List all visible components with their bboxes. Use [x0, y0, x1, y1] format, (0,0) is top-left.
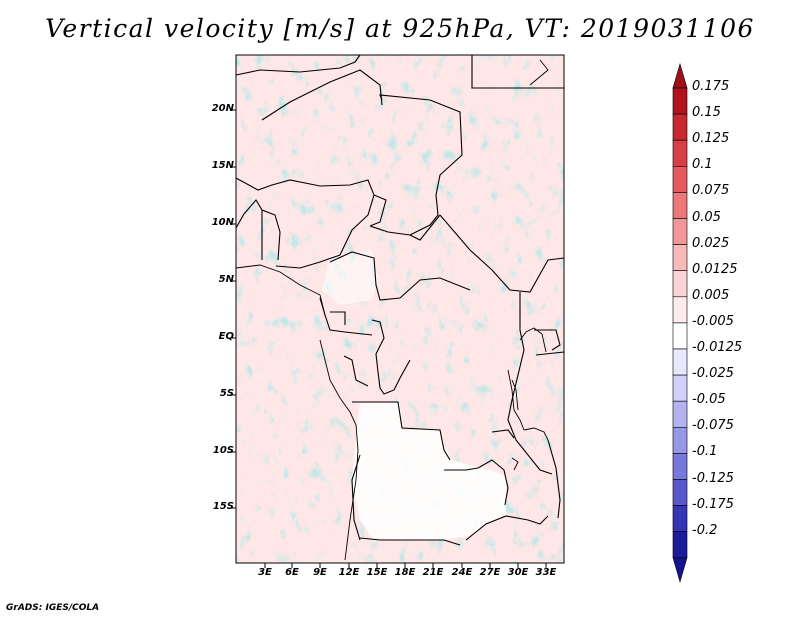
colorbar-swatch — [672, 87, 688, 115]
colorbar-swatch — [672, 374, 688, 402]
colorbar-label: -0.005 — [692, 313, 734, 329]
colorbar-swatch — [672, 192, 688, 219]
colorbar-swatch — [672, 426, 688, 454]
colorbar-swatch — [672, 348, 688, 376]
colorbar-label: -0.025 — [692, 366, 734, 382]
coastline — [235, 59, 549, 561]
lon-label: 6E — [285, 567, 299, 578]
colorbar-swatch — [672, 113, 688, 141]
colorbar-label: 0.005 — [692, 287, 730, 303]
lat-label: 10N — [211, 217, 234, 228]
calm-region-ne — [322, 250, 378, 305]
country-borders — [235, 54, 565, 546]
colorbar-label: 0.175 — [692, 79, 730, 94]
lon-label: 27E — [479, 567, 501, 578]
lon-label: 33E — [535, 567, 557, 578]
colorbar-label: -0.0125 — [692, 340, 743, 355]
colorbar-swatch — [672, 244, 688, 272]
colorbar-label: -0.1 — [692, 444, 718, 460]
colorbar-label: 0.0125 — [692, 261, 738, 277]
colorbar-label: -0.2 — [692, 522, 718, 538]
colorbar-label: -0.175 — [692, 496, 734, 512]
colorbar-top-arrow — [672, 62, 688, 89]
colorbar-label: 0.025 — [692, 235, 730, 251]
grads-credit: GrADS: IGES/COLA — [6, 603, 100, 613]
colorbar-label: 0.15 — [692, 105, 721, 121]
lon-label: 9E — [313, 567, 327, 578]
colorbar-label: -0.05 — [692, 392, 726, 408]
colorbar-label: 0.1 — [692, 157, 713, 173]
colorbar-swatch — [672, 400, 688, 428]
colorbar-swatch — [672, 531, 688, 559]
colorbar-swatch — [672, 166, 688, 193]
lon-label: 21E — [422, 567, 444, 578]
colorbar-label: 0.05 — [692, 209, 721, 225]
lat-label: 20N — [211, 103, 234, 114]
chart-title: Vertical velocity [m/s] at 925hPa, VT: 2… — [45, 14, 755, 43]
colorbar-label: 0.125 — [692, 131, 730, 147]
colorbar-bottom-arrow — [672, 557, 688, 583]
colorbar-swatch — [672, 139, 688, 167]
lat-label: 15S — [212, 501, 234, 512]
axis-ticks — [231, 109, 547, 568]
colorbar — [672, 62, 688, 583]
lon-label: 3E — [258, 567, 272, 578]
colorbar-swatch — [672, 218, 688, 245]
colorbar-label: -0.075 — [692, 418, 734, 434]
lat-label: 5S — [219, 388, 234, 399]
lat-label: 15N — [211, 160, 234, 171]
colorbar-swatch — [672, 270, 688, 298]
lat-label: 10S — [212, 445, 234, 456]
lon-label: 30E — [507, 567, 529, 578]
lat-label: EQ — [218, 331, 234, 342]
colorbar-label: -0.125 — [692, 470, 734, 486]
colorbar-swatch — [672, 453, 688, 480]
colorbar-swatch — [672, 322, 688, 350]
colorbar-label: 0.075 — [692, 183, 730, 199]
calm-region — [352, 403, 506, 540]
lon-label: 24E — [451, 567, 473, 578]
lon-label: 12E — [338, 567, 360, 578]
lat-label: 5N — [218, 274, 234, 285]
lon-label: 15E — [366, 567, 388, 578]
colorbar-swatch — [672, 505, 688, 533]
colorbar-swatch — [672, 296, 688, 324]
colorbar-swatch — [672, 479, 688, 506]
lon-label: 18E — [394, 567, 416, 578]
map-frame — [235, 54, 565, 564]
